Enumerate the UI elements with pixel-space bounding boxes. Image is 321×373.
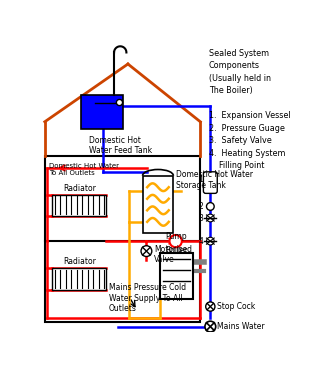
FancyBboxPatch shape [204,172,217,193]
Text: Pump: Pump [165,232,187,241]
Text: Stop Cock: Stop Cock [217,302,256,311]
Circle shape [141,246,152,257]
Bar [160,253,193,299]
Circle shape [169,235,182,247]
Text: Boiler: Boiler [165,246,187,255]
Circle shape [206,214,214,222]
Text: Radiator: Radiator [63,257,96,266]
Text: Radiator: Radiator [63,184,96,192]
Bar [81,95,123,129]
Bar [45,156,200,322]
Text: Motorised
Valve: Motorised Valve [154,245,192,264]
Circle shape [117,100,123,106]
Circle shape [206,237,214,245]
Text: 4: 4 [198,236,204,245]
Text: 1: 1 [199,175,204,184]
Circle shape [205,321,216,332]
Bar [52,268,106,289]
Text: Sealed System
Components
(Usually held in
The Boiler)

1.  Expansion Vessel
2.  : Sealed System Components (Usually held i… [209,48,291,170]
Bar [52,195,106,216]
Text: Mains Pressure Cold
Water Supply To All
Outlets: Mains Pressure Cold Water Supply To All … [109,283,186,313]
Bar [143,176,173,233]
Text: 3: 3 [198,213,204,223]
Circle shape [206,203,214,210]
Text: Mains Water: Mains Water [217,322,265,331]
Text: Domestic Hot Water
Storage Tank: Domestic Hot Water Storage Tank [176,170,253,189]
Text: Domestic Hot Water
To All Outlets: Domestic Hot Water To All Outlets [48,163,119,176]
Text: Domestic Hot
Water Feed Tank: Domestic Hot Water Feed Tank [89,136,152,155]
Text: 2: 2 [199,202,204,211]
Circle shape [206,302,215,311]
